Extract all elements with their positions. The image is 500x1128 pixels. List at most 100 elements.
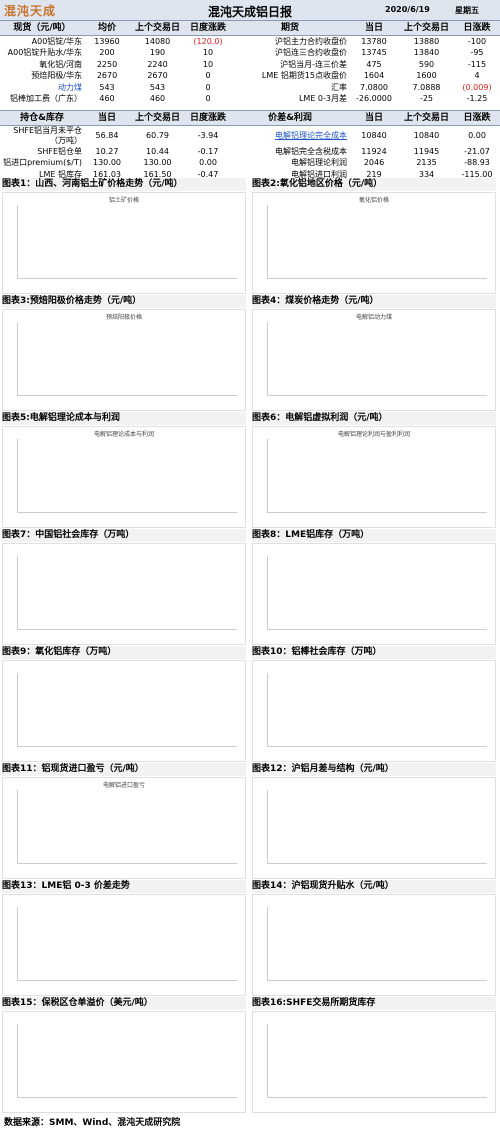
figure: 图表12：沪铝月差与结构（元/吨） [250, 763, 500, 880]
table-cell: -26.0000 [356, 94, 392, 104]
header-cell: 价差&利润 [231, 110, 349, 126]
figure: 图表8：LME铝库存（万吨） [250, 529, 500, 646]
figure-caption: 图表4：煤炭价格走势（元/吨） [252, 295, 496, 308]
table-cell: 2135 [416, 158, 437, 168]
table-cell: 7.0800 [360, 82, 388, 92]
table-cell: (120.0) [193, 36, 223, 46]
header-row: 持仓&库存 当日 上个交易日 日度涨跌 价差&利润 当日 上个交易日 日涨跌 [0, 110, 500, 126]
table-body: 持仓&库存 当日 上个交易日 日度涨跌 价差&利润 当日 上个交易日 日涨跌 SHFE铝当月未平… [0, 110, 500, 181]
chart-axes [17, 322, 237, 396]
table-cell: 219 [366, 169, 382, 179]
table-cell: 0.00 [199, 158, 217, 168]
table-cell: 11945 [413, 146, 440, 156]
figure-caption: 图表15：保税区仓单溢价（美元/吨） [2, 997, 246, 1010]
header-cell: 上个交易日 [130, 21, 185, 36]
figure: 图表7：中国铝社会库存（万吨） [0, 529, 250, 646]
header-cell: 当日 [84, 110, 130, 126]
chart-panel: 电解铝理论利润与盈利利润 [252, 426, 496, 528]
table-cell: 10 [202, 59, 214, 69]
table-cell: 11924 [361, 146, 387, 156]
table-cell: 电解铝理论利润 [291, 158, 347, 168]
table-cell: -25 [419, 94, 434, 104]
header-cell: 上个交易日 [130, 110, 185, 126]
figure-caption: 图表7：中国铝社会库存（万吨） [2, 529, 246, 542]
chart-panel [252, 543, 496, 645]
header-cell: 当日 [349, 110, 399, 126]
table-cell: 汇率 [331, 82, 347, 92]
table-cell: -95 [470, 48, 484, 58]
figure: 图表16:SHFE交易所期货库存 [250, 997, 500, 1114]
chart-panel [252, 660, 496, 762]
table-row: 预焙阳极/华东 2670 2670 0 LME 铝期货15点收盘价 1604 1600 4 [0, 71, 500, 83]
table-cell: 4 [474, 71, 480, 81]
figure-caption: 图表10：铝棒社会库存（万吨） [252, 646, 496, 659]
figure-caption: 图表14：沪铝现货升贴水（元/吨） [252, 880, 496, 893]
table-cell: 2046 [363, 158, 385, 168]
table-cell: -0.17 [197, 146, 219, 156]
table-cell: 铝进口premium($/T) [3, 158, 82, 168]
table-cell: 铝棒加工费（广东） [10, 94, 82, 104]
table-cell: 2670 [147, 71, 168, 81]
inventory-profit-table: 持仓&库存 当日 上个交易日 日度涨跌 价差&利润 当日 上个交易日 日涨跌 SHFE铝当月未平… [0, 110, 500, 181]
chart-inner-title: 电解铝进口盈亏 [102, 782, 145, 789]
table-cell: LME 0-3月差 [298, 94, 347, 104]
figure: 图表9：氧化铝库存（万吨） [0, 646, 250, 763]
table-cell: 13960 [94, 36, 120, 46]
chart-axes [267, 907, 487, 981]
chart-axes [267, 205, 487, 279]
header-cell: 期货 [231, 21, 349, 36]
table-cell: 动力煤 [58, 82, 82, 92]
chart-panel [2, 660, 246, 762]
figure: 图表4：煤炭价格走势（元/吨） 电解铝动力煤 [250, 295, 500, 412]
table-cell: 氧化铝/河南 [39, 59, 82, 69]
table-cell: 460 [99, 94, 115, 104]
chart-inner-title: 预焙阳极价格 [105, 314, 142, 321]
table-cell: 13880 [413, 36, 440, 46]
table-cell: -21.07 [464, 146, 490, 156]
table-cell: -115 [467, 59, 487, 69]
table-cell: 预焙阳极/华东 [31, 71, 82, 81]
header-cell: 日涨跌 [454, 21, 500, 36]
table-cell: 14080 [144, 36, 171, 46]
table-cell: 56.84 [95, 131, 119, 140]
table-row: 氧化铝/河南 2250 2240 10 沪铝当月-连三价差 475 590 -115 [0, 59, 500, 71]
chart-axes [267, 439, 487, 513]
table-cell: LME 铝期货15点收盘价 [261, 71, 347, 81]
figure-caption: 图表11：铝现货进口盈亏（元/吨） [2, 763, 246, 776]
table-cell: 13745 [361, 48, 387, 58]
chart-axes [267, 556, 487, 630]
figure: 图表13：LME铝 0-3 价差走势 [0, 880, 250, 997]
figure-caption: 图表2:氧化铝地区价格（元/吨） [252, 178, 496, 191]
spot-futures-table: 现货（元/吨） 均价 上个交易日 日度涨跌 期货 当日 上个交易日 日涨跌 A00铝锭/华东 13… [0, 21, 500, 105]
figure: 图表3:预焙阳极价格走势（元/吨） 预焙阳极价格 [0, 295, 250, 412]
table-row: 铝棒加工费（广东） 460 460 0 LME 0-3月差 -26.0000 -25 -1.2… [0, 94, 500, 106]
table-cell: 130.00 [93, 158, 121, 168]
figure-caption: 图表3:预焙阳极价格走势（元/吨） [2, 295, 246, 308]
table-cell: LME 铝库存 [39, 169, 82, 179]
table-cell: 161.50 [143, 169, 172, 179]
header-cell: 均价 [84, 21, 130, 36]
source-note: 数据来源：SMM、Wind、混沌天成研究院 [4, 1118, 181, 1128]
chart-inner-title: 电解铝动力煤 [355, 314, 392, 321]
table-cell: -0.47 [197, 169, 219, 179]
header-row: 现货（元/吨） 均价 上个交易日 日度涨跌 期货 当日 上个交易日 日涨跌 [0, 21, 500, 36]
chart-axes [267, 1024, 487, 1098]
chart-inner-title: 铝土矿价格 [108, 197, 139, 204]
table-cell: 475 [366, 59, 382, 69]
chart-panel [2, 894, 246, 996]
table-row: A00铝锭升贴水/华东 200 190 10 沪铝连三合约收盘价 13745 13840 -9… [0, 48, 500, 60]
table-cell: 13840 [413, 48, 440, 58]
chart-panel [252, 1011, 496, 1113]
table-cell: 200 [99, 48, 115, 58]
table-cell: 电解铝进口利润 [291, 169, 347, 179]
table-cell: 130.00 [143, 158, 172, 168]
figure-caption: 图表6：电解铝虚拟利润（元/吨） [252, 412, 496, 425]
chart-axes [267, 673, 487, 747]
chart-axes [17, 1024, 237, 1098]
table-row: 铝进口premium($/T) 130.00 130.00 0.00 电解铝理论利润 20… [0, 158, 500, 170]
table-row: 动力煤 543 543 0 汇率 7.0800 7.0888 (0.009) [0, 82, 500, 94]
chart-panel [252, 894, 496, 996]
report-title: 混沌天成铝日报 [207, 5, 292, 19]
table-cell: 543 [149, 82, 166, 92]
table-cell: 沪铝连三合约收盘价 [275, 48, 347, 58]
